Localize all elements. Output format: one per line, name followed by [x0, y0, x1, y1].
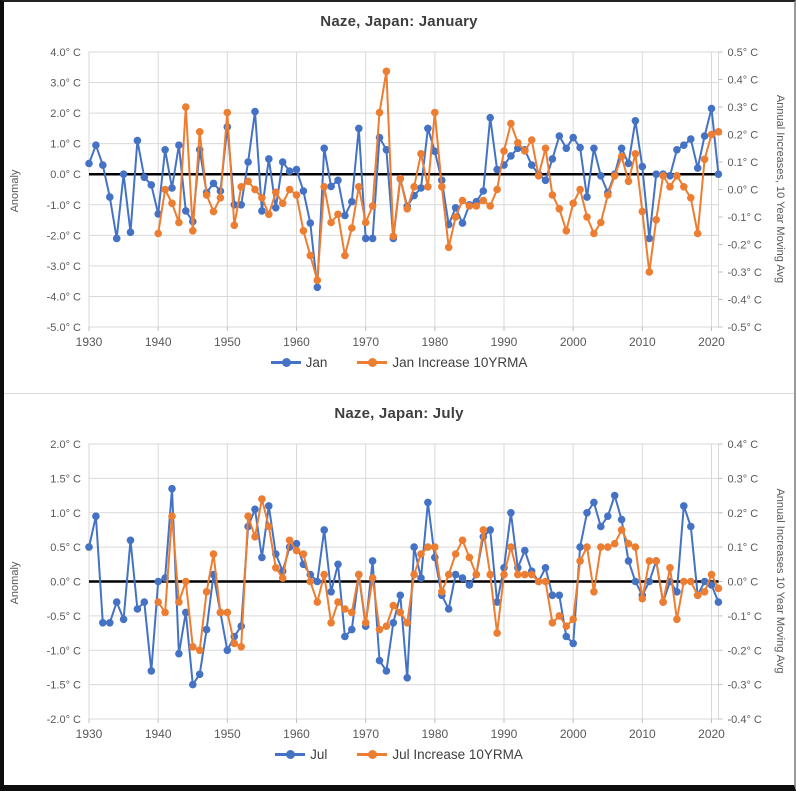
svg-text:1.0° C: 1.0° C: [50, 508, 81, 520]
svg-text:-0.2° C: -0.2° C: [728, 240, 762, 252]
svg-text:0.0° C: 0.0° C: [50, 169, 81, 181]
svg-text:0.2° C: 0.2° C: [728, 130, 759, 142]
svg-text:-0.3° C: -0.3° C: [728, 267, 762, 279]
svg-text:2000: 2000: [560, 335, 587, 349]
svg-text:1930: 1930: [76, 335, 103, 349]
january-right-axis-label: Annual Increases, 10 Year Moving Avg: [774, 94, 786, 284]
svg-text:1940: 1940: [145, 335, 172, 349]
svg-text:2.0° C: 2.0° C: [50, 108, 81, 120]
svg-text:3.0° C: 3.0° C: [50, 78, 81, 90]
svg-text:1980: 1980: [421, 727, 448, 741]
july-legend: Jul Jul Increase 10YRMA: [4, 747, 794, 762]
svg-text:1950: 1950: [214, 335, 241, 349]
svg-text:1940: 1940: [145, 727, 172, 741]
svg-text:1980: 1980: [421, 335, 448, 349]
svg-text:-3.0° C: -3.0° C: [47, 261, 81, 273]
svg-text:-1.0° C: -1.0° C: [47, 645, 81, 657]
svg-text:1960: 1960: [283, 335, 310, 349]
svg-text:0.4° C: 0.4° C: [728, 439, 759, 451]
svg-text:-5.0° C: -5.0° C: [47, 322, 81, 334]
legend-item-jul: Jul: [275, 747, 327, 762]
svg-text:2010: 2010: [629, 335, 656, 349]
svg-text:2.0° C: 2.0° C: [50, 439, 81, 451]
svg-text:0.2° C: 0.2° C: [728, 508, 759, 520]
svg-text:0.1° C: 0.1° C: [728, 542, 759, 554]
svg-text:0.3° C: 0.3° C: [728, 473, 759, 485]
svg-text:-1.0° C: -1.0° C: [47, 200, 81, 212]
legend-label: Jul: [310, 747, 328, 762]
svg-text:-0.1° C: -0.1° C: [728, 611, 762, 623]
svg-text:-0.4° C: -0.4° C: [728, 295, 762, 307]
july-left-axis-label: Anomaly: [9, 561, 21, 605]
svg-text:0.5° C: 0.5° C: [728, 47, 759, 59]
svg-text:1990: 1990: [491, 335, 518, 349]
svg-text:2010: 2010: [629, 727, 656, 741]
panel-divider: [4, 393, 794, 394]
legend-label: Jul Increase 10YRMA: [392, 747, 523, 762]
svg-text:1930: 1930: [76, 727, 103, 741]
svg-text:-1.5° C: -1.5° C: [47, 680, 81, 692]
july-chart-plot: 2.0° C 1.5° C 1.0° C 0.5° C 0.0° C -0.5° C -1.…: [47, 439, 762, 741]
svg-text:1.0° C: 1.0° C: [50, 139, 81, 151]
january-chart-plot: 4.0° C 3.0° C 2.0° C 1.0° C 0.0° C -1.0° C -2.…: [47, 47, 762, 349]
svg-text:0.1° C: 0.1° C: [728, 157, 759, 169]
legend-item-jul-increase: Jul Increase 10YRMA: [357, 747, 523, 762]
svg-text:1970: 1970: [352, 335, 379, 349]
chart-panel-july: 2.0° C 1.5° C 1.0° C 0.5° C 0.0° C -0.5° C -1.…: [4, 394, 794, 785]
svg-text:-0.5° C: -0.5° C: [728, 322, 762, 334]
january-chart-title: Naze, Japan: January: [320, 13, 478, 30]
jan-increase-series-marker: [357, 358, 388, 368]
svg-text:-2.0° C: -2.0° C: [47, 230, 81, 242]
jul-series-marker: [275, 750, 306, 760]
svg-text:2000: 2000: [560, 727, 587, 741]
svg-text:0.5° C: 0.5° C: [50, 542, 81, 554]
chart-panel-january: 4.0° C 3.0° C 2.0° C 1.0° C 0.0° C -1.0° C -2.…: [4, 2, 794, 393]
legend-item-jan: Jan: [270, 355, 328, 370]
svg-text:1970: 1970: [352, 727, 379, 741]
svg-text:-0.2° C: -0.2° C: [728, 645, 762, 657]
january-legend: Jan Jan Increase 10YRMA: [4, 355, 794, 370]
svg-text:1.5° C: 1.5° C: [50, 473, 81, 485]
legend-label: Jan Increase 10YRMA: [392, 355, 528, 370]
svg-text:1950: 1950: [214, 727, 241, 741]
january-left-axis-label: Anomaly: [9, 169, 21, 213]
svg-text:-0.5° C: -0.5° C: [47, 611, 81, 623]
svg-text:2020: 2020: [698, 335, 725, 349]
svg-text:1960: 1960: [283, 727, 310, 741]
svg-text:2020: 2020: [698, 727, 725, 741]
svg-text:0.4° C: 0.4° C: [728, 75, 759, 87]
svg-text:0.0° C: 0.0° C: [50, 577, 81, 589]
svg-text:-2.0° C: -2.0° C: [47, 714, 81, 726]
svg-text:-0.4° C: -0.4° C: [728, 714, 762, 726]
svg-text:-0.1° C: -0.1° C: [728, 212, 762, 224]
jan-series-marker: [270, 358, 301, 368]
svg-text:0.0° C: 0.0° C: [728, 185, 759, 197]
legend-label: Jan: [305, 355, 328, 370]
svg-text:0.3° C: 0.3° C: [728, 102, 759, 114]
svg-text:-0.3° C: -0.3° C: [728, 680, 762, 692]
svg-text:4.0° C: 4.0° C: [50, 47, 81, 59]
svg-text:-4.0° C: -4.0° C: [47, 291, 81, 303]
july-chart-title: Naze, Japan: July: [334, 405, 464, 422]
july-right-axis-label: Annual Increases 10 Year Moving Avg: [774, 488, 786, 674]
jul-increase-series-marker: [357, 750, 388, 760]
svg-text:1990: 1990: [491, 727, 518, 741]
legend-item-jan-increase: Jan Increase 10YRMA: [357, 355, 527, 370]
svg-text:0.0° C: 0.0° C: [728, 577, 759, 589]
